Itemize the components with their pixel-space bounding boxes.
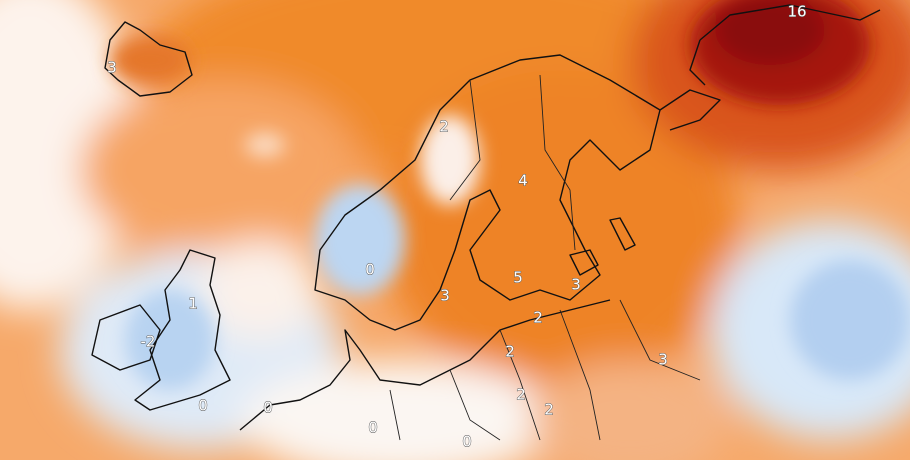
map-label: 16: [787, 3, 806, 21]
map-label: 4: [518, 172, 528, 190]
map-label: -2: [141, 333, 156, 351]
country-border: [389, 74, 701, 441]
map-label: 3: [107, 59, 117, 77]
coastlines: [91, 4, 881, 431]
map-label: 3: [440, 287, 450, 305]
map-label: 3: [658, 351, 668, 369]
iceland-coast: [104, 21, 193, 97]
map-label: 0: [365, 261, 375, 279]
map-label: 2: [533, 309, 543, 327]
map-label: 0: [263, 399, 273, 417]
map-label: 2: [516, 386, 526, 404]
great-britain-coast: [134, 249, 231, 411]
ireland-coast: [91, 304, 161, 371]
map-label: 5: [513, 269, 523, 287]
novaya-zemlya-coast: [689, 4, 881, 86]
map-label: 2: [505, 343, 515, 361]
map-label: 3: [571, 276, 581, 294]
map-label: 2: [544, 401, 554, 419]
kola-coast: [659, 89, 721, 131]
map-label: 0: [368, 419, 378, 437]
continent-coast: [239, 299, 611, 431]
map-label: 2: [439, 118, 449, 136]
lakes: [569, 217, 636, 276]
map-label: 0: [198, 397, 208, 415]
scandinavia-coast: [314, 54, 661, 331]
map-label: 0: [462, 433, 472, 451]
map-label: 1: [188, 295, 198, 313]
borders: [389, 74, 701, 441]
